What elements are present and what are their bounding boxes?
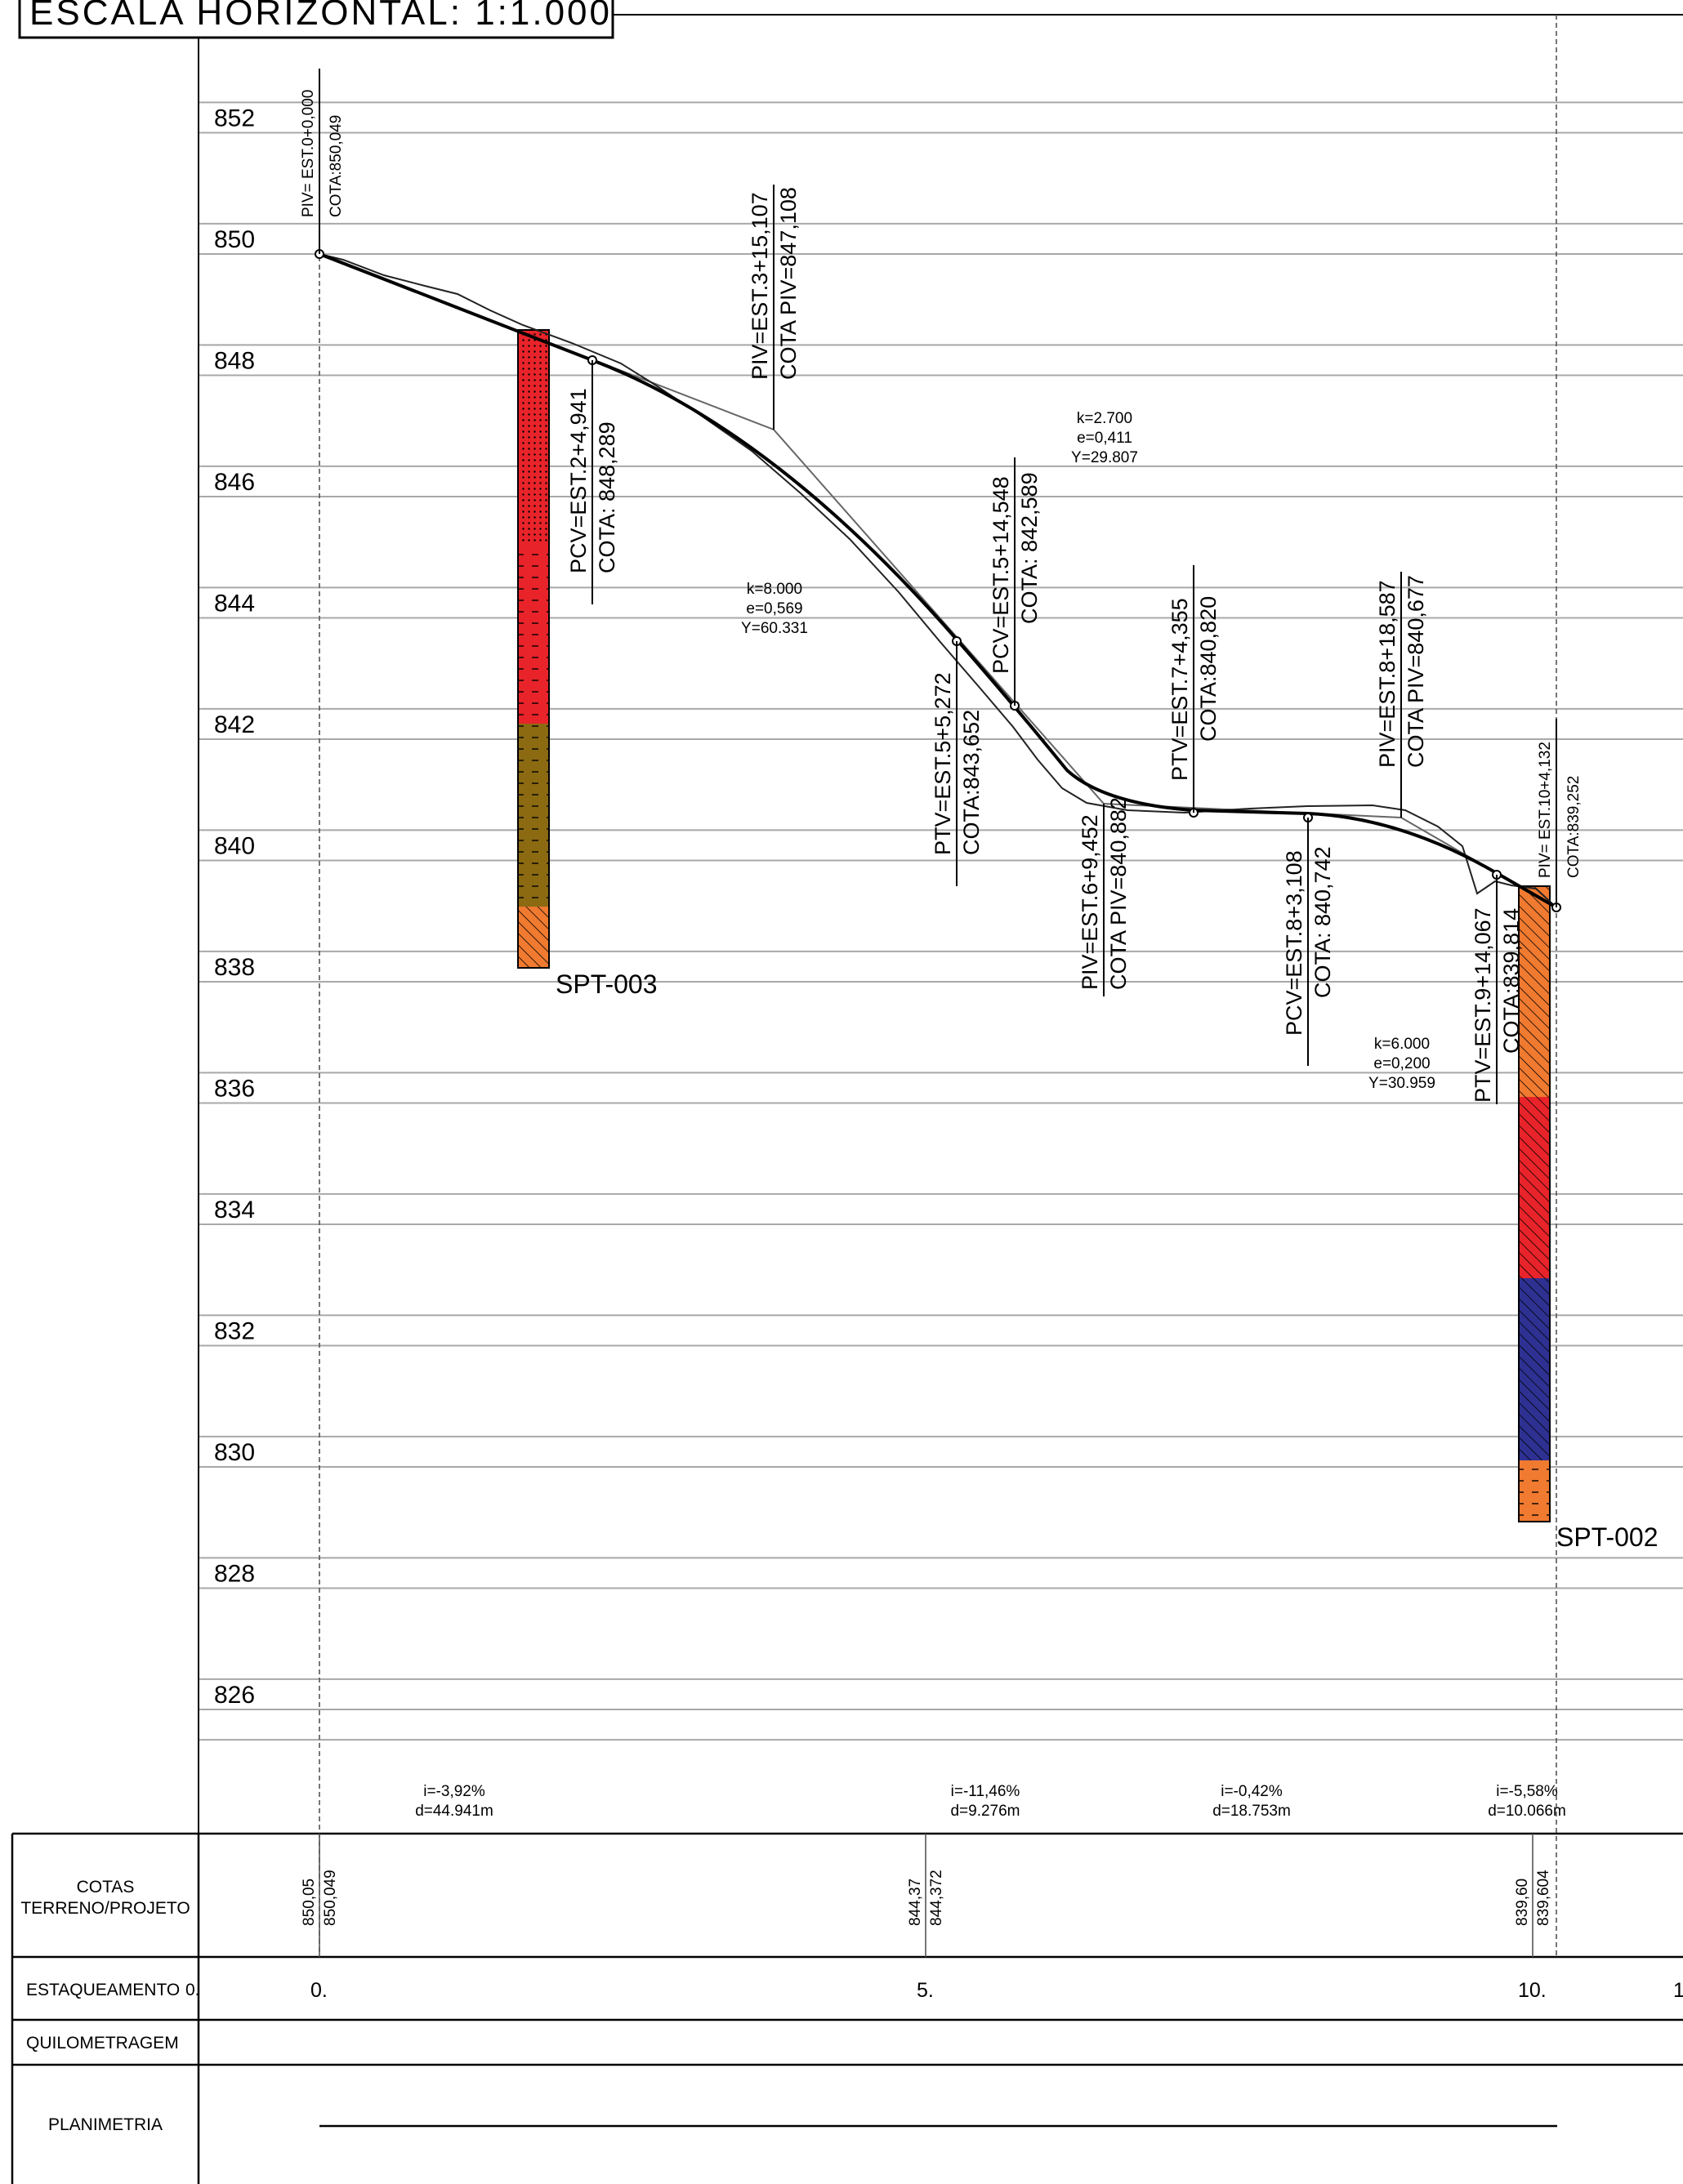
cota-projeto-1: 850,049 (322, 1870, 339, 1926)
cota-projeto-2: 844,372 (928, 1870, 945, 1926)
row-label-planimetria: PLANIMETRIA (48, 2115, 163, 2134)
cota-terreno-3: 839,60 (1514, 1879, 1531, 1926)
slope-annotations: i=-3,92% d=44.941m i=-11,46% d=9.276m i=… (415, 1783, 1566, 1820)
station-0-left: 0. (185, 1981, 200, 1999)
station-5: 5. (917, 1979, 934, 2002)
cota-terreno-2: 844,37 (907, 1879, 924, 1926)
slope-3-d: d=18.753m (1212, 1803, 1291, 1820)
vp-5-line1: PIV=EST.6+9,452 (1078, 814, 1102, 990)
elevation-label-836: 836 (214, 1076, 255, 1103)
vp-8-line2: COTA PIV=840,677 (1404, 575, 1428, 768)
elevation-label-842: 842 (214, 711, 255, 738)
terrain-line (319, 253, 1557, 908)
curve-2-e: e=0,411 (1077, 430, 1132, 447)
station-0: 0. (310, 1979, 328, 2002)
vp-9-line1: PTV=EST.9+14,067 (1471, 907, 1495, 1103)
slope-2-d: d=9.276m (950, 1803, 1020, 1820)
vp-4-line1: PCV=EST.5+14,548 (989, 476, 1013, 674)
curve-1-e: e=0,569 (746, 600, 802, 617)
elevation-label-840: 840 (214, 833, 255, 860)
design-profile (319, 252, 1557, 909)
vp-7-line2: COTA: 840,742 (1310, 846, 1335, 998)
elevation-label-850: 850 (214, 226, 255, 253)
scale-title: ESCALA HORIZONTAL: 1:1.000 (29, 0, 612, 33)
curve-2-k: k=2.700 (1077, 410, 1132, 427)
vp-2-line1: PIV=EST.3+15,107 (748, 192, 772, 380)
label-leader-lines (319, 69, 1557, 1104)
vp-10-line2: COTA:839,252 (1565, 776, 1583, 878)
vp-1-line2: COTA: 848,289 (595, 421, 619, 573)
station-10: 10. (1518, 1979, 1547, 2002)
scale-title-box: ESCALA HORIZONTAL: 1:1.000 (18, 0, 1683, 39)
slope-4-d: d=10.066m (1488, 1803, 1566, 1820)
vp-4-line2: COTA: 842,589 (1017, 472, 1042, 624)
elevation-label-834: 834 (214, 1197, 255, 1223)
vp-6-line2: COTA:840,820 (1196, 596, 1221, 742)
borehole-spt-003: SPT-003 (517, 329, 658, 999)
vp-0-line1: PIV= EST.0+0,000 (300, 90, 317, 217)
vp-5-line2: COTA PIV=840,882 (1106, 797, 1131, 990)
slope-4-i: i=-5,58% (1496, 1783, 1558, 1800)
vp-1-line1: PCV=EST.2+4,941 (566, 388, 591, 573)
curve-3-k: k=6.000 (1374, 1036, 1430, 1053)
elevation-label-844: 844 (214, 591, 255, 617)
curve-1-y: Y=60.331 (741, 620, 808, 637)
vp-9-line2: COTA:839,814 (1499, 908, 1524, 1054)
cota-terreno-1: 850,05 (301, 1879, 318, 1926)
elevation-label-846: 846 (214, 469, 255, 496)
slope-3-i: i=-0,42% (1221, 1783, 1283, 1800)
vp-8-line1: PIV=EST.8+18,587 (1375, 580, 1400, 768)
profile-data-table: COTAS TERRENO/PROJETO ESTAQUEAMENTO QUIL… (11, 1832, 1683, 2184)
spt-003-label: SPT-003 (556, 969, 658, 999)
vp-2-line2: COTA PIV=847,108 (776, 187, 801, 380)
vp-0-line2: COTA:850,049 (328, 115, 345, 217)
curve-3-y: Y=30.959 (1368, 1075, 1435, 1092)
cota-projeto-3: 839,604 (1535, 1870, 1552, 1926)
station-15-partial: 1 (1673, 1979, 1683, 2002)
elevation-grid: 852 850 848 846 844 842 840 838 836 834 832 830 828 8… (199, 101, 1683, 1741)
vp-3-line2: COTA:843,652 (959, 710, 984, 855)
slope-1-d: d=44.941m (415, 1803, 493, 1820)
curve-1-k: k=8.000 (747, 581, 802, 598)
row-label-quilometragem: QUILOMETRAGEM (26, 2034, 179, 2053)
vp-6-line1: PTV=EST.7+4,355 (1167, 598, 1192, 781)
curve-2-y: Y=29.807 (1071, 449, 1138, 466)
slope-2-i: i=-11,46% (951, 1783, 1020, 1800)
slope-1-i: i=-3,92% (423, 1783, 485, 1800)
curve-parameters: k=8.000 e=0,569 Y=60.331 k=2.700 e=0,411… (741, 410, 1435, 1092)
elevation-label-826: 826 (214, 1682, 255, 1709)
vp-3-line1: PTV=EST.5+5,272 (931, 672, 955, 855)
borehole-spt-002: SPT-002 (1518, 885, 1658, 1552)
vp-10-line1: PIV= EST.10+4,132 (1537, 742, 1554, 878)
elevation-label-848: 848 (214, 348, 255, 375)
elevation-label-828: 828 (214, 1561, 255, 1588)
row-label-cotas-line2: TERRENO/PROJETO (20, 1899, 190, 1918)
row-label-cotas-line1: COTAS (77, 1878, 135, 1897)
vertical-point-labels: PIV= EST.0+0,000 COTA:850,049 PCV=EST.2+… (300, 90, 1583, 1103)
elevation-label-852: 852 (214, 105, 255, 132)
elevation-label-838: 838 (214, 954, 255, 981)
row-label-estaqueamento: ESTAQUEAMENTO (26, 1981, 180, 1999)
vp-7-line1: PCV=EST.8+3,108 (1282, 850, 1306, 1036)
spt-002-label: SPT-002 (1556, 1522, 1658, 1552)
curve-3-e: e=0,200 (1373, 1055, 1430, 1072)
elevation-label-832: 832 (214, 1318, 255, 1345)
elevation-label-830: 830 (214, 1439, 255, 1466)
